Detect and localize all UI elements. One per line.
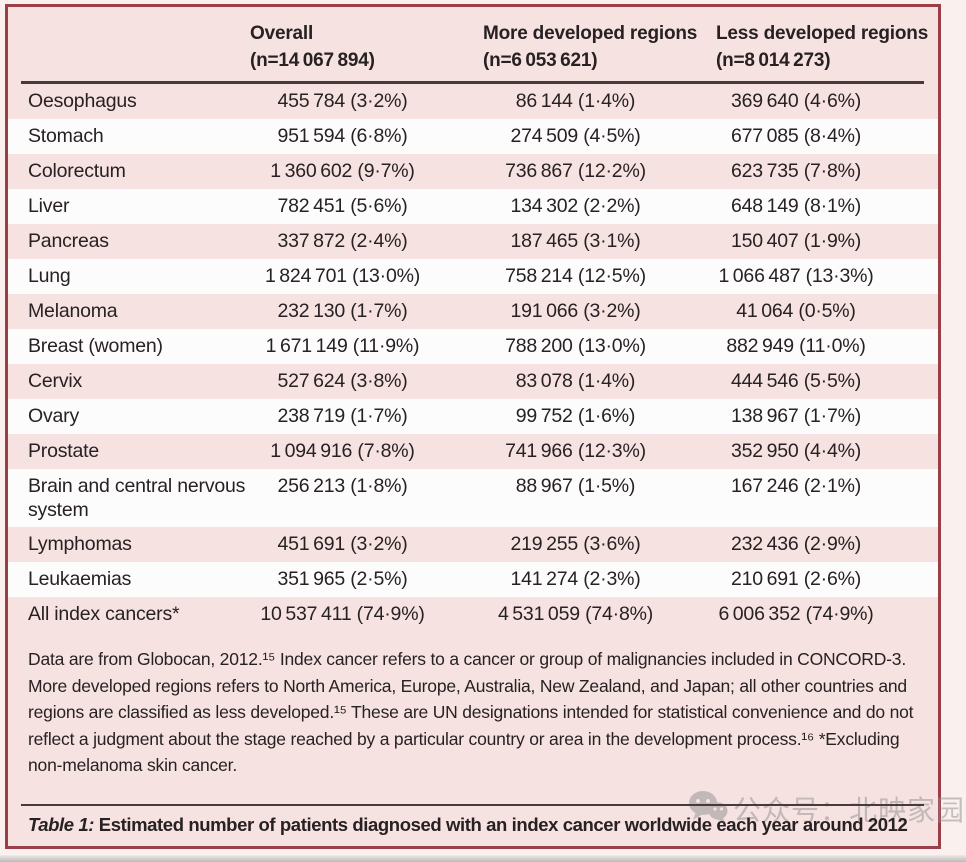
cell-more-developed: 141 274 (2·3%) xyxy=(510,568,641,590)
cell-overall: 527 624 (3·8%) xyxy=(277,370,408,392)
row-label: Colorectum xyxy=(28,160,126,182)
table-row: Oesophagus 455 784 (3·2%) 86 144 (1·4%) … xyxy=(8,84,938,119)
cell-overall: 232 130 (1·7%) xyxy=(277,300,408,322)
cell-less-developed: 232 436 (2·9%) xyxy=(730,533,862,555)
col-header-title: More developed regions xyxy=(483,23,698,44)
cell-overall: 1 360 602 (9·7%) xyxy=(270,160,415,182)
cell-overall: 256 213 (1·8%) xyxy=(277,475,408,497)
watermark-text: 公众号：北映家园 xyxy=(733,795,966,826)
cell-overall: 1 671 149 (11·9%) xyxy=(265,335,420,357)
row-label: Cervix xyxy=(28,370,83,392)
table-row: Breast (women) 1 671 149 (11·9%) 788 200… xyxy=(8,329,938,364)
table-row: Cervix 527 624 (3·8%) 83 078 (1·4%) 444 … xyxy=(8,364,938,399)
cell-more-developed: 191 066 (3·2%) xyxy=(510,300,641,322)
table-footnote: Data are from Globocan, 2012.¹⁵ Index ca… xyxy=(28,649,914,775)
cell-overall: 951 594 (6·8%) xyxy=(277,125,408,147)
cell-more-developed: 788 200 (13·0%) xyxy=(505,335,646,357)
cell-more-developed: 187 465 (3·1%) xyxy=(510,230,641,252)
cell-overall: 1 094 916 (7·8%) xyxy=(270,440,415,462)
table-row: Liver 782 451 (5·6%) 134 302 (2·2%) 648 … xyxy=(8,189,938,224)
row-label: Oesophagus xyxy=(28,90,137,112)
table-row: Brain and central nervous system 256 213… xyxy=(8,469,938,527)
col-header-overall: Overall (n=14 067 894) xyxy=(250,20,483,74)
cell-more-developed: 736 867 (12·2%) xyxy=(505,160,646,182)
cell-less-developed: 352 950 (4·4%) xyxy=(730,440,862,462)
cell-less-developed: 167 246 (2·1%) xyxy=(730,475,862,497)
row-label: Ovary xyxy=(28,405,80,427)
caption-text: Estimated number of patients diagnosed w… xyxy=(94,814,908,835)
cell-overall: 455 784 (3·2%) xyxy=(277,90,408,112)
cell-more-developed: 274 509 (4·5%) xyxy=(510,125,641,147)
cell-more-developed: 741 966 (12·3%) xyxy=(505,440,646,462)
cell-less-developed: 138 967 (1·7%) xyxy=(730,405,862,427)
cell-more-developed: 4 531 059 (74·8%) xyxy=(497,603,654,625)
cell-overall: 337 872 (2·4%) xyxy=(277,230,408,252)
cell-more-developed: 88 967 (1·5%) xyxy=(515,475,636,497)
cell-more-developed: 134 302 (2·2%) xyxy=(510,195,641,217)
cell-overall: 1 824 701 (13·0%) xyxy=(264,265,421,287)
row-label: All index cancers* xyxy=(28,603,180,625)
cell-overall: 351 965 (2·5%) xyxy=(277,568,408,590)
row-label: Lymphomas xyxy=(28,533,132,555)
bottom-edge-shadow xyxy=(0,855,966,862)
table-row: Ovary 238 719 (1·7%) 99 752 (1·6%) 138 9… xyxy=(8,399,938,434)
cell-overall: 782 451 (5·6%) xyxy=(277,195,408,217)
col-header-site xyxy=(28,20,250,74)
caption-divider xyxy=(21,804,924,806)
table-row: Pancreas 337 872 (2·4%) 187 465 (3·1%) 1… xyxy=(8,224,938,259)
cell-less-developed: 623 735 (7·8%) xyxy=(730,160,862,182)
table-row: All index cancers* 10 537 411 (74·9%) 4 … xyxy=(8,597,938,632)
cell-less-developed: 444 546 (5·5%) xyxy=(730,370,862,392)
table-row: Lung 1 824 701 (13·0%) 758 214 (12·5%) 1… xyxy=(8,259,938,294)
cell-overall: 10 537 411 (74·9%) xyxy=(260,603,425,625)
table-row: Prostate 1 094 916 (7·8%) 741 966 (12·3%… xyxy=(8,434,938,469)
cell-more-developed: 758 214 (12·5%) xyxy=(505,265,646,287)
cell-less-developed: 150 407 (1·9%) xyxy=(730,230,862,252)
table-caption: Table 1: Estimated number of patients di… xyxy=(8,806,938,846)
row-label: Brain and central nervous system xyxy=(28,475,246,521)
table-row: Stomach 951 594 (6·8%) 274 509 (4·5%) 67… xyxy=(8,119,938,154)
caption-label: Table 1: xyxy=(28,814,95,835)
row-label: Prostate xyxy=(28,440,100,462)
col-header-title: Less developed regions xyxy=(716,23,929,44)
cell-more-developed: 99 752 (1·6%) xyxy=(515,405,636,427)
table-row: Lymphomas 451 691 (3·2%) 219 255 (3·6%) … xyxy=(8,527,938,562)
cell-less-developed: 648 149 (8·1%) xyxy=(730,195,862,217)
wechat-icon xyxy=(688,790,728,829)
table-row: Leukaemias 351 965 (2·5%) 141 274 (2·3%)… xyxy=(8,562,938,597)
table-header: Overall (n=14 067 894) More developed re… xyxy=(8,7,938,81)
cell-less-developed: 6 006 352 (74·9%) xyxy=(718,603,874,625)
row-label: Lung xyxy=(28,265,71,287)
col-header-n: (n=8 014 273) xyxy=(716,50,831,71)
table-panel: Overall (n=14 067 894) More developed re… xyxy=(5,4,941,849)
col-header-less-developed: Less developed regions (n=8 014 273) xyxy=(716,20,928,74)
cell-overall: 238 719 (1·7%) xyxy=(277,405,408,427)
cell-more-developed: 86 144 (1·4%) xyxy=(515,90,636,112)
cell-more-developed: 83 078 (1·4%) xyxy=(515,370,636,392)
row-label: Liver xyxy=(28,195,70,217)
row-label: Breast (women) xyxy=(28,335,163,357)
row-label: Leukaemias xyxy=(28,568,132,590)
col-header-n: (n=14 067 894) xyxy=(250,50,375,71)
table-body: Oesophagus 455 784 (3·2%) 86 144 (1·4%) … xyxy=(8,84,938,632)
cell-more-developed: 219 255 (3·6%) xyxy=(510,533,641,555)
row-label: Stomach xyxy=(28,125,104,147)
col-header-more-developed: More developed regions (n=6 053 621) xyxy=(483,20,716,74)
cell-less-developed: 210 691 (2·6%) xyxy=(730,568,862,590)
cell-overall: 451 691 (3·2%) xyxy=(277,533,408,555)
cell-less-developed: 1 066 487 (13·3%) xyxy=(718,265,874,287)
cell-less-developed: 882 949 (11·0%) xyxy=(726,335,866,357)
cell-less-developed: 41 064 (0·5%) xyxy=(736,300,856,322)
cell-less-developed: 677 085 (8·4%) xyxy=(730,125,862,147)
table-row: Melanoma 232 130 (1·7%) 191 066 (3·2%) 4… xyxy=(8,294,938,329)
row-label: Pancreas xyxy=(28,230,109,252)
cell-less-developed: 369 640 (4·6%) xyxy=(730,90,862,112)
header-divider xyxy=(21,81,924,84)
col-header-title: Overall xyxy=(250,23,314,44)
row-label: Melanoma xyxy=(28,300,118,322)
col-header-n: (n=6 053 621) xyxy=(483,50,598,71)
watermark: 公众号：北映家园 xyxy=(688,789,965,829)
table-row: Colorectum 1 360 602 (9·7%) 736 867 (12·… xyxy=(8,154,938,189)
